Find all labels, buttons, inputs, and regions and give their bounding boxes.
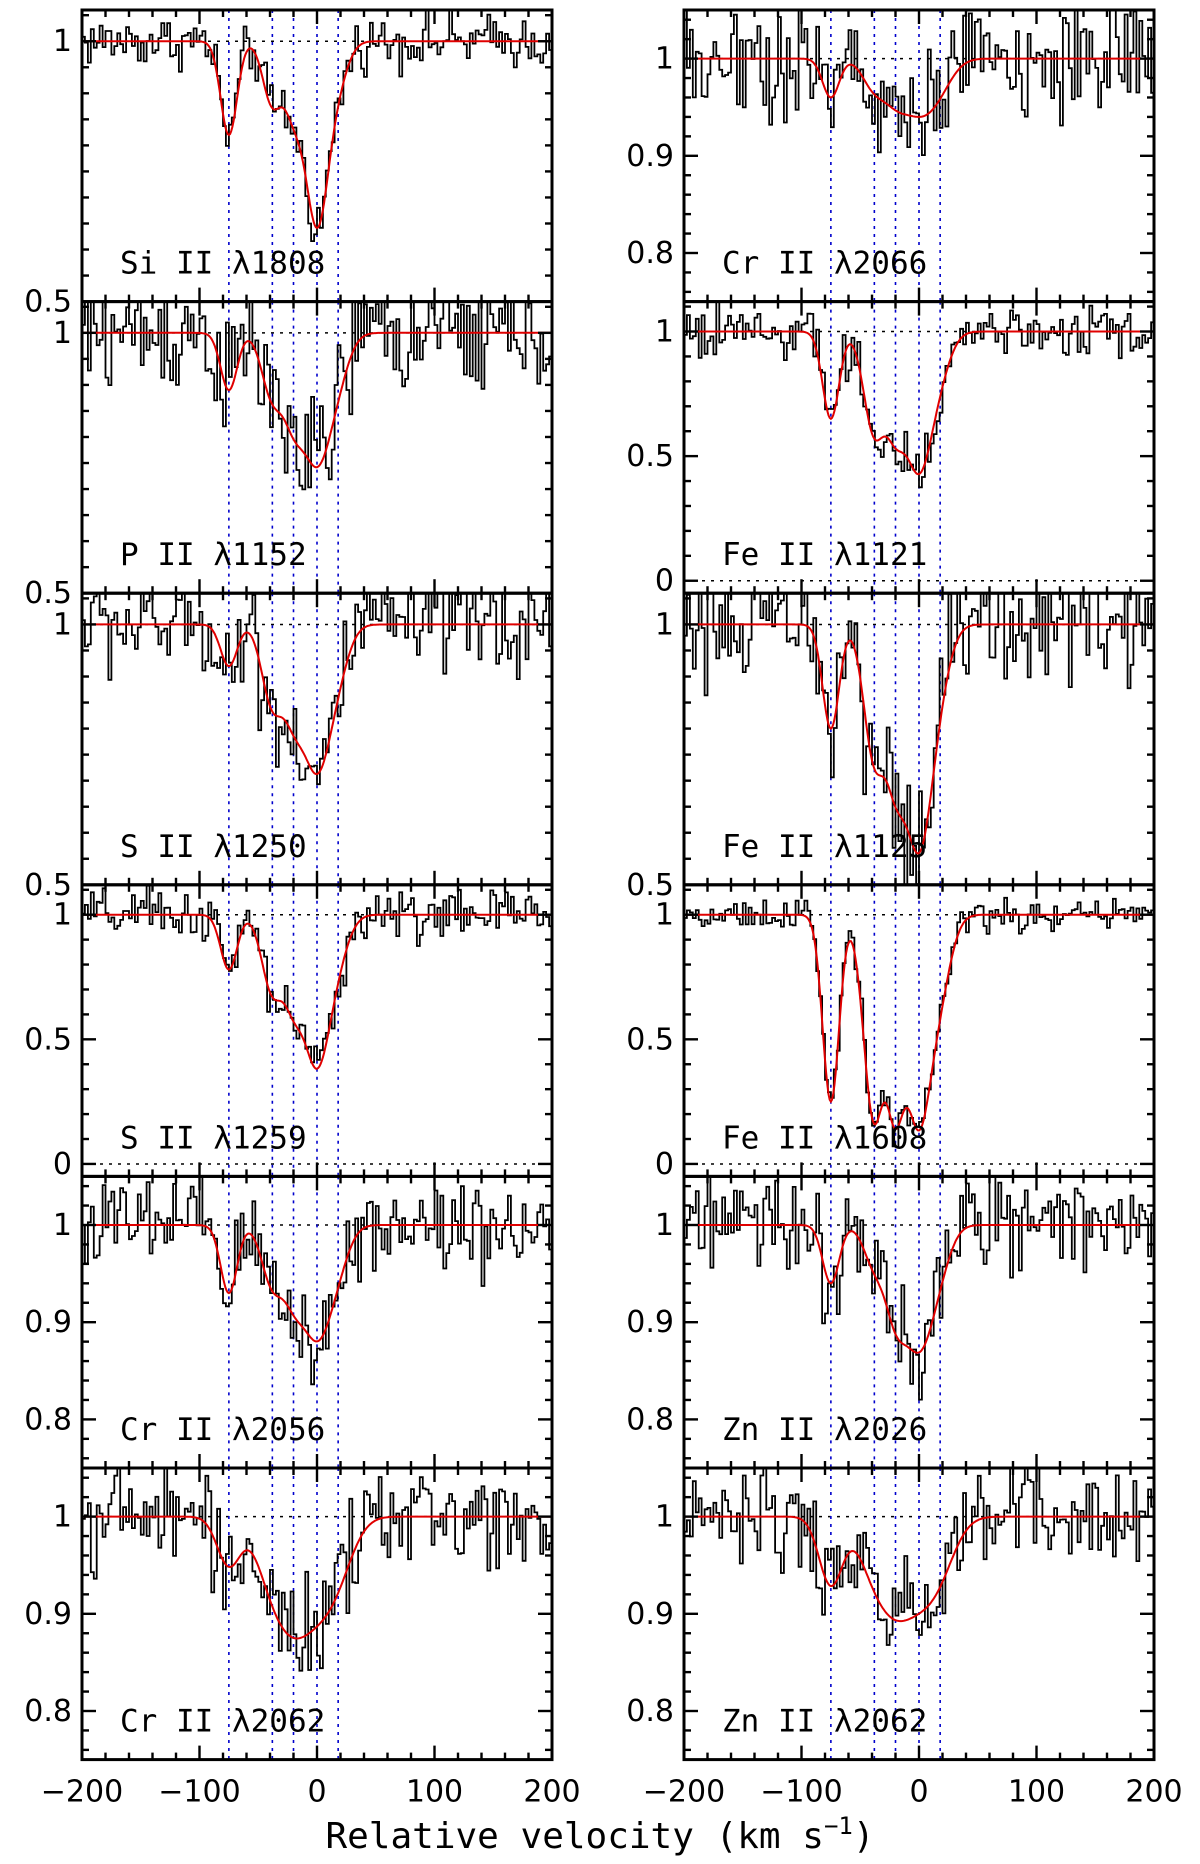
y-tick-label: 0.9 [24, 1305, 72, 1340]
panel-label: Cr II λ2056 [120, 1412, 325, 1448]
panel-zn2-2062: 0.8 0.9 1 Zn II λ2062 [626, 1466, 1156, 1762]
y-tick-label: 1 [655, 607, 674, 642]
x-tick-label: 200 [523, 1775, 580, 1810]
fit-model-curve [684, 913, 1154, 1132]
panel-fe2-1125: 0.5 1 Fe II λ1125 [626, 591, 1156, 903]
observed-spectrum [684, 896, 1154, 1148]
x-axis-layer: −200 −100 0 100 200 −200 −100 0 100 200 [41, 1775, 1183, 1810]
y-tick-label: 0.9 [626, 139, 674, 174]
panel-s2-1259: 0 0.5 1 S II λ1259 [24, 883, 554, 1182]
y-tick-label: 1 [655, 315, 674, 350]
fit-model-curve [82, 331, 552, 469]
panel-label: Fe II λ1121 [722, 537, 927, 573]
observed-spectrum [686, 10, 1154, 156]
y-tick-label: 1 [655, 898, 674, 933]
fit-model-curve [684, 1224, 1154, 1354]
y-tick-label: 0.8 [626, 236, 674, 271]
observed-spectrum [684, 593, 1154, 885]
y-tick-label: 0.9 [24, 1597, 72, 1632]
y-tick-label: 0 [655, 1147, 674, 1182]
panel-label: Fe II λ1608 [722, 1120, 927, 1156]
y-tick-label: 1 [53, 316, 72, 351]
panel-label: Zn II λ2026 [722, 1412, 927, 1448]
y-tick-label: 0.5 [24, 868, 72, 903]
x-tick-label: 200 [1125, 1775, 1182, 1810]
y-tick-label: 1 [655, 42, 674, 77]
y-tick-label: 1 [53, 898, 72, 933]
y-tick-label: 0.5 [24, 576, 72, 611]
x-tick-label: −100 [158, 1775, 240, 1810]
panel-label: Zn II λ2062 [722, 1704, 927, 1740]
panel-s2-1250: 0.5 1 S II λ1250 [24, 591, 554, 903]
y-tick-label: 1 [655, 1500, 674, 1535]
observed-spectrum [82, 884, 552, 1064]
panel-cr2-2056: 0.8 0.9 1 Cr II λ2056 [24, 1174, 554, 1470]
fit-model-curve [82, 1224, 552, 1343]
y-tick-label: 1 [53, 1208, 72, 1243]
panel-cr2-2062: 0.8 0.9 1 Cr II λ2062 [24, 1466, 554, 1762]
panel-label: S II λ1250 [120, 829, 307, 865]
x-tick-label: −100 [760, 1775, 842, 1810]
x-tick-label: 100 [1008, 1775, 1065, 1810]
panel-cr2-2066: 0.8 0.9 1 Cr II λ2066 [626, 8, 1156, 304]
x-tick-label: 0 [909, 1775, 928, 1810]
fit-model-curve [82, 913, 552, 1070]
y-tick-label: 0.8 [24, 1694, 72, 1729]
y-tick-label: 0.8 [24, 1402, 72, 1437]
y-tick-label: 0.5 [626, 1022, 674, 1057]
fit-model-curve [684, 57, 1154, 118]
panel-label: S II λ1259 [120, 1120, 307, 1156]
y-tick-label: 0.8 [626, 1694, 674, 1729]
observed-spectrum [82, 1176, 552, 1386]
x-tick-label: 100 [406, 1775, 463, 1810]
y-tick-label: 0.9 [626, 1597, 674, 1632]
panel-fe2-1121: 0 0.5 1 Fe II λ1121 [626, 300, 1156, 599]
fit-model-curve [82, 623, 552, 775]
observed-spectrum [82, 301, 552, 491]
y-tick-label: 1 [53, 607, 72, 642]
fit-model-curve [684, 623, 1154, 855]
y-tick-label: 1 [655, 1208, 674, 1243]
x-axis-label-close: ) [853, 1816, 875, 1857]
y-tick-label: 0 [655, 564, 674, 599]
fit-model-curve [684, 330, 1154, 476]
y-tick-label: 0.5 [24, 1022, 72, 1057]
observed-spectrum [684, 1468, 1154, 1646]
panel-si2-1808: 0.5 1 Si II λ1808 [24, 8, 554, 320]
panel-label: Si II λ1808 [120, 246, 325, 282]
y-tick-label: 0.5 [24, 285, 72, 320]
y-tick-label: 0.5 [626, 868, 674, 903]
y-tick-label: 0.8 [626, 1402, 674, 1437]
observed-spectrum [82, 10, 552, 242]
y-tick-label: 1 [53, 24, 72, 59]
y-tick-label: 0.9 [626, 1305, 674, 1340]
x-axis-label-unit-exponent: −1 [824, 1812, 853, 1840]
panel-label: Fe II λ1125 [722, 829, 927, 865]
x-axis-label-main: Relative velocity (km s [325, 1816, 824, 1857]
panel-fe2-1608: 0 0.5 1 Fe II λ1608 [626, 883, 1156, 1182]
panel-label: Cr II λ2062 [120, 1704, 325, 1740]
y-tick-label: 0 [53, 1147, 72, 1182]
fit-model-curve [82, 1515, 552, 1640]
observed-spectrum [82, 1468, 552, 1672]
x-tick-label: −200 [643, 1775, 725, 1810]
panel-zn2-2026: 0.8 0.9 1 Zn II λ2026 [626, 1174, 1156, 1470]
panel-label: Cr II λ2066 [722, 246, 927, 282]
x-axis-label: Relative velocity (km s−1) [325, 1812, 874, 1857]
y-tick-label: 1 [53, 1500, 72, 1535]
panel-label: P II λ1152 [120, 537, 307, 573]
y-tick-label: 0.5 [626, 439, 674, 474]
x-tick-label: 0 [307, 1775, 326, 1810]
fit-model-curve [684, 1515, 1154, 1623]
observed-spectrum [684, 1176, 1154, 1401]
x-tick-label: −200 [41, 1775, 123, 1810]
fit-model-curve [82, 40, 552, 230]
observed-spectrum [684, 301, 1154, 489]
panel-p2-1152: 0.5 1 P II λ1152 [24, 300, 554, 611]
